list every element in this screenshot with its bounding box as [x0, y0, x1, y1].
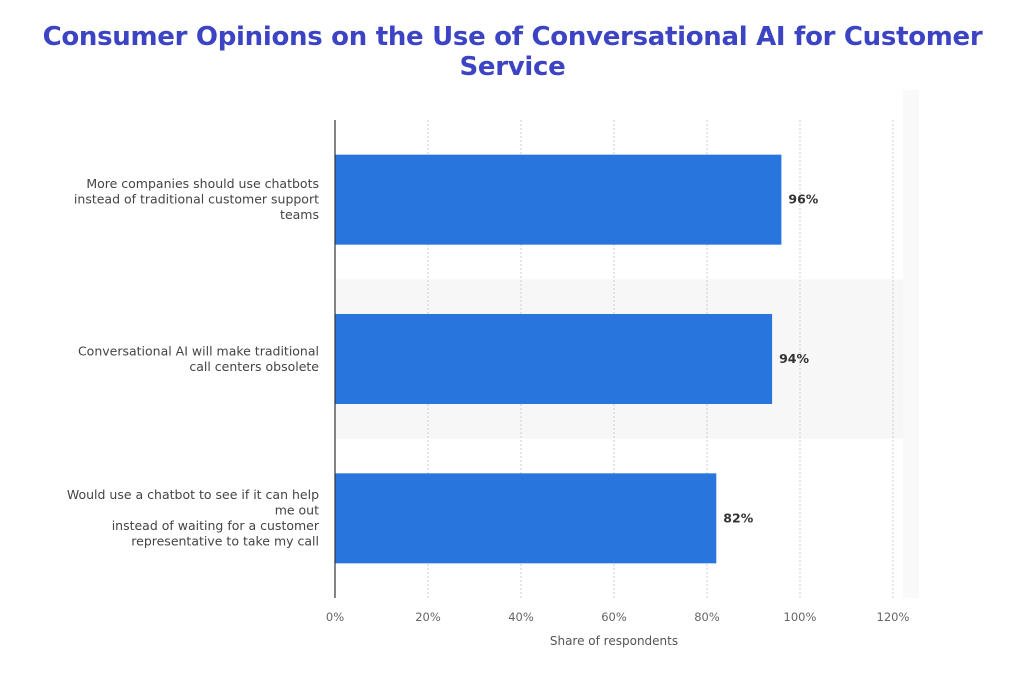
data-label: 94%: [779, 351, 809, 366]
x-axis-title: Share of respondents: [550, 634, 678, 648]
x-tick-label: 60%: [601, 610, 627, 624]
category-label: Would use a chatbot to see if it can hel…: [67, 487, 319, 502]
x-tick-label: 100%: [784, 610, 817, 624]
bar: [335, 473, 717, 564]
bar: [335, 154, 782, 245]
data-label: 82%: [723, 510, 753, 525]
x-tick-label: 80%: [694, 610, 720, 624]
category-label: instead of waiting for a customer: [112, 518, 320, 533]
x-tick-label: 40%: [508, 610, 534, 624]
category-label: instead of traditional customer support: [74, 192, 319, 207]
category-label: me out: [275, 503, 319, 518]
x-tick-label: 20%: [415, 610, 441, 624]
data-label: 96%: [788, 192, 818, 207]
category-label: More companies should use chatbots: [86, 176, 319, 191]
category-label: call centers obsolete: [189, 359, 319, 374]
category-label: representative to take my call: [131, 534, 319, 549]
chart-title: Consumer Opinions on the Use of Conversa…: [42, 22, 983, 82]
bar: [335, 314, 773, 404]
category-label: Conversational AI will make traditional: [78, 343, 319, 358]
x-tick-label: 120%: [877, 610, 910, 624]
x-tick-label: 0%: [326, 610, 344, 624]
plot-edge-panel: [903, 90, 919, 598]
category-label: teams: [280, 207, 319, 222]
